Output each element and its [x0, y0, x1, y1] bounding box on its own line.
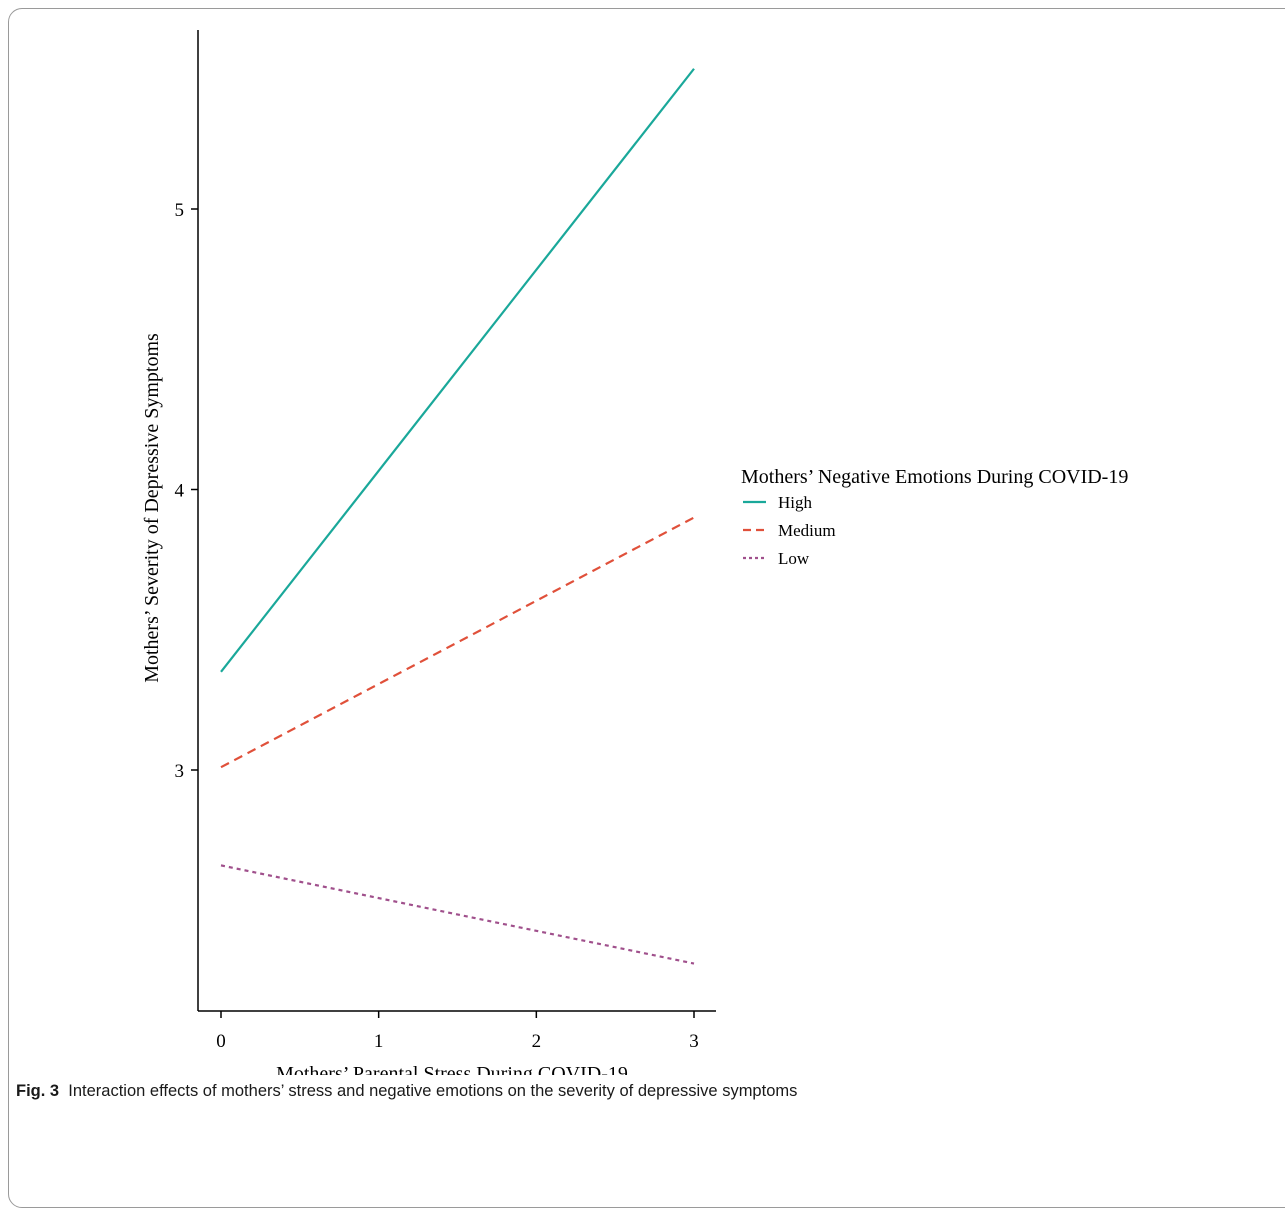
legend-label-medium: Medium: [778, 521, 836, 540]
series-line-medium: [220, 516, 695, 769]
legend: Mothers’ Negative Emotions During COVID-…: [741, 466, 1128, 568]
y-ticks: 3 4 5: [175, 200, 198, 782]
figure-label: Fig. 3: [16, 1082, 60, 1100]
axes: [197, 30, 716, 1012]
y-tick-label: 3: [175, 761, 185, 782]
series-line-low: [220, 864, 695, 965]
figure-caption: Fig. 3 Interaction effects of mothers’ s…: [16, 1082, 1276, 1101]
x-tick-label: 2: [532, 1031, 542, 1052]
legend-label-low: Low: [778, 549, 810, 568]
x-tick-label: 0: [216, 1031, 226, 1052]
legend-label-high: High: [778, 493, 813, 512]
y-axis-title: Mothers’ Severity of Depressive Symptoms: [141, 333, 163, 683]
x-tick-label: 1: [374, 1031, 384, 1052]
x-axis-title: Mothers’ Parental Stress During COVID-19: [276, 1063, 628, 1075]
x-ticks: 0 1 2 3: [216, 1011, 699, 1052]
chart: 0 1 2 3 3 4 5 Mothers’ Parental Stress During…: [141, 30, 1128, 1075]
x-tick-label: 3: [689, 1031, 699, 1052]
caption-text: Interaction effects of mothers’ stress a…: [68, 1082, 798, 1100]
y-tick-label: 4: [175, 481, 185, 502]
y-tick-label: 5: [175, 200, 185, 221]
series-line-high: [220, 68, 695, 673]
series-lines: [220, 68, 695, 965]
legend-title: Mothers’ Negative Emotions During COVID-…: [741, 466, 1128, 488]
